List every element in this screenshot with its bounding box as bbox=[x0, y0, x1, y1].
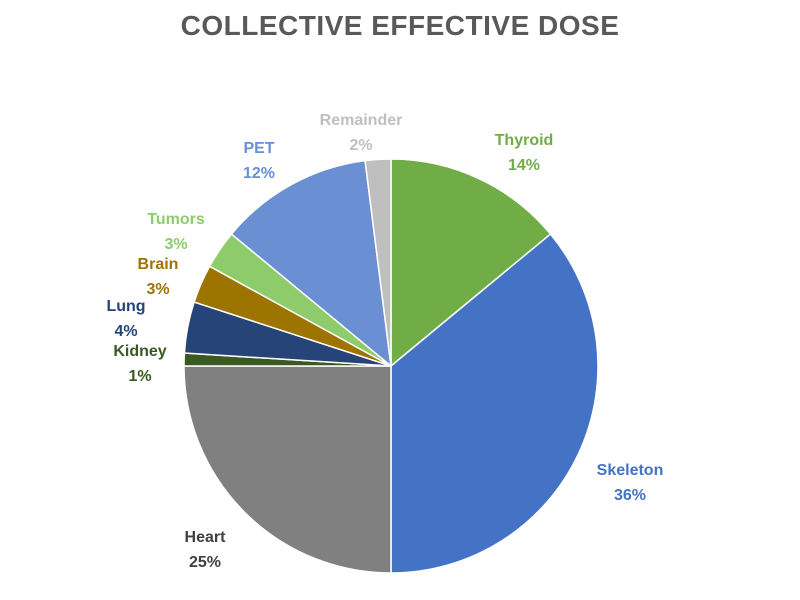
slice-label-skeleton: Skeleton bbox=[597, 462, 664, 479]
slice-value-kidney: 1% bbox=[128, 368, 151, 385]
pie-slice-pet bbox=[230, 159, 392, 368]
slice-label-kidney: Kidney bbox=[113, 343, 166, 360]
slice-label-remainder: Remainder bbox=[320, 112, 403, 129]
slice-value-thyroid: 14% bbox=[508, 157, 540, 174]
pie-slice-remainder bbox=[364, 158, 392, 367]
pie-slice-thyroid bbox=[390, 158, 552, 368]
slice-value-tumors: 3% bbox=[164, 236, 187, 253]
chart-title: COLLECTIVE EFFECTIVE DOSE bbox=[180, 10, 620, 41]
slice-label-thyroid: Thyroid bbox=[495, 132, 554, 149]
slice-label-brain: Brain bbox=[138, 256, 179, 273]
pie-slices bbox=[183, 158, 599, 574]
slice-value-remainder: 2% bbox=[349, 137, 372, 154]
slice-label-pet: PET bbox=[243, 140, 274, 157]
slice-label-lung: Lung bbox=[106, 298, 145, 315]
pie-slice-heart bbox=[183, 365, 392, 574]
slice-label-tumors: Tumors bbox=[147, 211, 205, 228]
slice-label-heart: Heart bbox=[185, 529, 227, 546]
slice-value-pet: 12% bbox=[243, 165, 275, 182]
pie-slice-skeleton bbox=[390, 232, 599, 574]
pie-labels: Thyroid 14% Skeleton 36% Heart 25% Kidney 1% Lun… bbox=[106, 112, 663, 571]
slice-value-heart: 25% bbox=[189, 554, 221, 571]
slice-value-skeleton: 36% bbox=[614, 487, 646, 504]
slice-value-lung: 4% bbox=[114, 323, 137, 340]
slice-value-brain: 3% bbox=[146, 281, 169, 298]
